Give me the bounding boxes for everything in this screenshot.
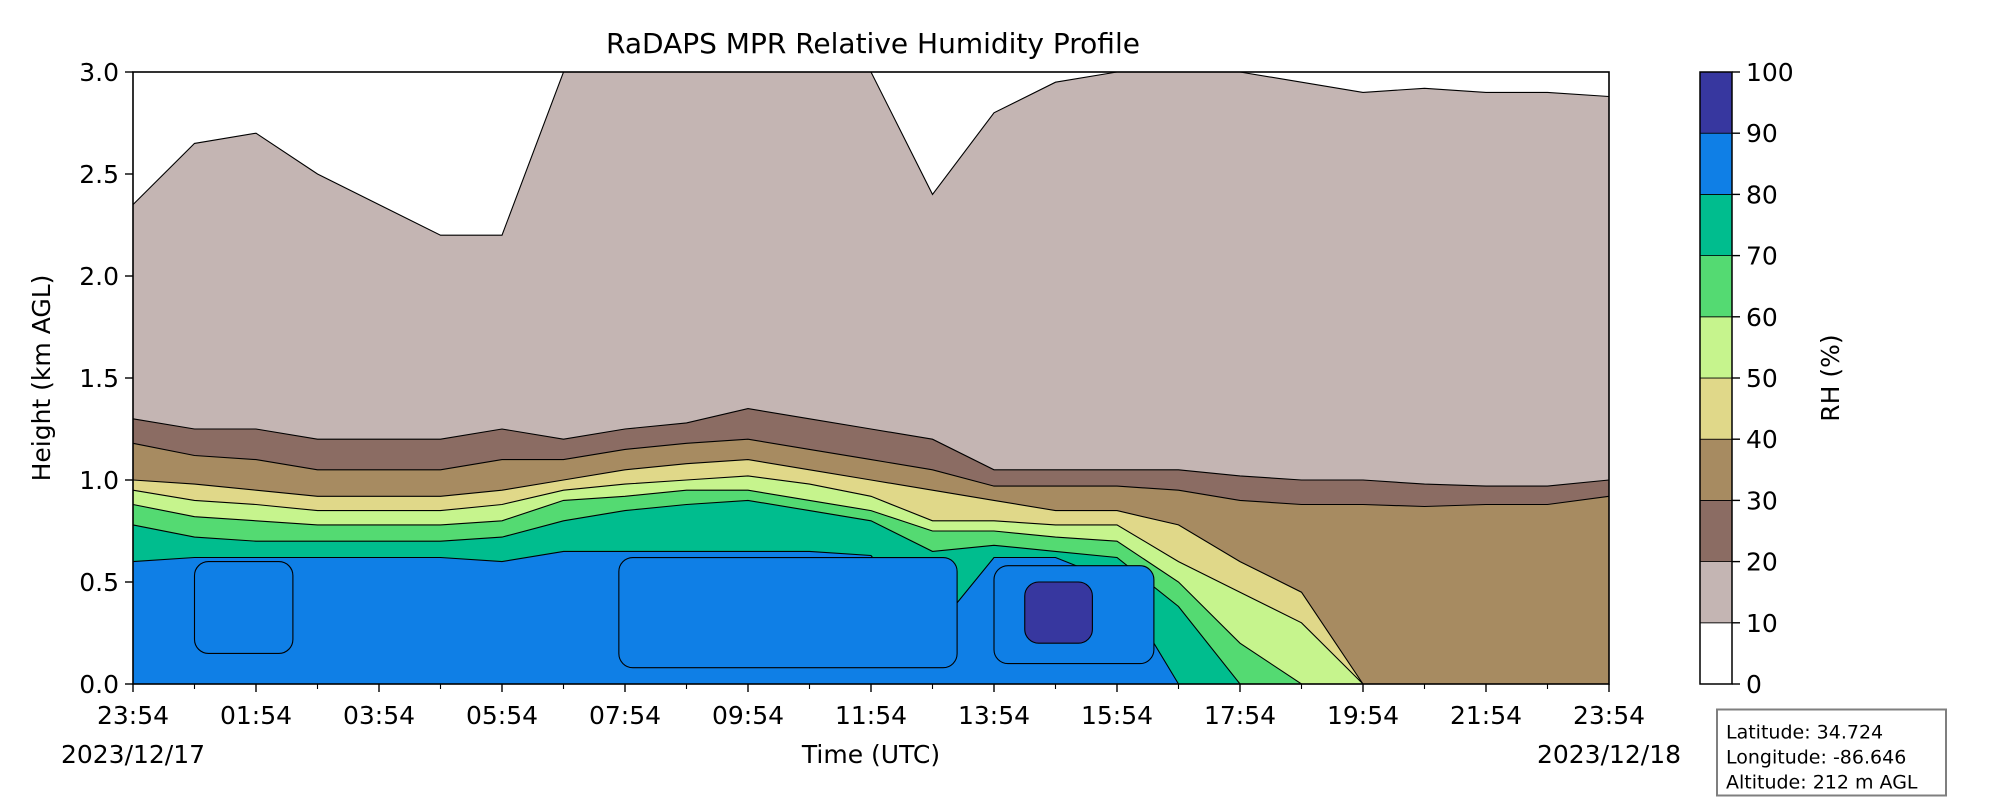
x-tick-label: 13:54: [958, 701, 1030, 730]
contour-blobs: [193, 556, 1155, 669]
colorbar-swatch-70-80: [1699, 193, 1733, 256]
colorbar-tick-label: 80: [1746, 180, 1778, 209]
x-axis: 23:54 01:54 03:54 05:54 07:54 09:54 11:54 13:54…: [97, 684, 1645, 730]
y-axis: 0.0 0.5 1.0 1.5 2.0 2.5 3.0: [79, 58, 133, 699]
x-tick-label: 17:54: [1204, 701, 1276, 730]
x-axis-label: Time (UTC): [801, 740, 940, 769]
x-tick-label: 11:54: [835, 701, 907, 730]
station-info-box: Latitude: 34.724 Longitude: -86.646 Alti…: [1716, 708, 1947, 797]
colorbar-swatch-60-70: [1699, 255, 1733, 318]
colorbar-swatch-0-10: [1699, 622, 1733, 685]
x-tick-label: 03:54: [343, 701, 415, 730]
colorbar-swatch-50-60: [1699, 316, 1733, 379]
colorbar-tick-label: 0: [1746, 670, 1762, 699]
chart-title: RaDAPS MPR Relative Humidity Profile: [606, 27, 1140, 60]
colorbar-tick-label: 100: [1746, 58, 1794, 87]
start-date-label: 2023/12/17: [61, 740, 205, 769]
colorbar-swatch-10-20: [1699, 561, 1733, 624]
colorbar-tick-label: 20: [1746, 548, 1778, 577]
altitude-text: Altitude: 212 m AGL: [1726, 772, 1918, 794]
x-tick-label: 09:54: [712, 701, 784, 730]
x-tick-label: 07:54: [589, 701, 661, 730]
rh-blob-80-a: [193, 561, 294, 654]
x-tick-label: 05:54: [466, 701, 538, 730]
colorbar-tick-label: 60: [1746, 303, 1778, 332]
longitude-text: Longitude: -86.646: [1726, 747, 1906, 769]
y-tick-label: 0.5: [79, 568, 119, 597]
colorbar-ticks: 0 10 20 30 40 50 60 70 80 90 100: [1732, 58, 1794, 699]
x-tick-label: 21:54: [1450, 701, 1522, 730]
rh-blob-80-b: [618, 556, 958, 669]
y-tick-label: 3.0: [79, 58, 119, 87]
contour-line-20: [132, 408, 1610, 487]
y-tick-label: 1.5: [79, 364, 119, 393]
colorbar-tick-label: 30: [1746, 486, 1778, 515]
contour-line-30: [132, 438, 1610, 508]
colorbar-tick-label: 90: [1746, 119, 1778, 148]
colorbar-tick-label: 50: [1746, 364, 1778, 393]
colorbar-swatch-30-40: [1699, 438, 1733, 501]
y-axis-label: Height (km AGL): [27, 275, 56, 482]
x-tick-label: 01:54: [220, 701, 292, 730]
x-tick-label: 23:54: [1573, 701, 1645, 730]
y-tick-label: 0.0: [79, 670, 119, 699]
rh-blob-90: [1024, 581, 1093, 644]
latitude-text: Latitude: 34.724: [1726, 722, 1883, 744]
x-tick-label: 23:54: [97, 701, 169, 730]
colorbar-tick-label: 70: [1746, 242, 1778, 271]
y-tick-label: 1.0: [79, 466, 119, 495]
colorbar-swatch-20-30: [1699, 499, 1733, 562]
y-tick-label: 2.0: [79, 262, 119, 291]
colorbar: [1699, 71, 1733, 685]
end-date-label: 2023/12/18: [1537, 740, 1681, 769]
colorbar-tick-label: 10: [1746, 609, 1778, 638]
x-tick-label: 19:54: [1327, 701, 1399, 730]
colorbar-swatch-80-90: [1699, 132, 1733, 195]
colorbar-label: RH (%): [1816, 334, 1845, 421]
colorbar-tick-label: 40: [1746, 425, 1778, 454]
y-tick-label: 2.5: [79, 160, 119, 189]
colorbar-swatch-40-50: [1699, 377, 1733, 440]
colorbar-swatch-90-100: [1699, 71, 1733, 134]
x-tick-label: 15:54: [1081, 701, 1153, 730]
